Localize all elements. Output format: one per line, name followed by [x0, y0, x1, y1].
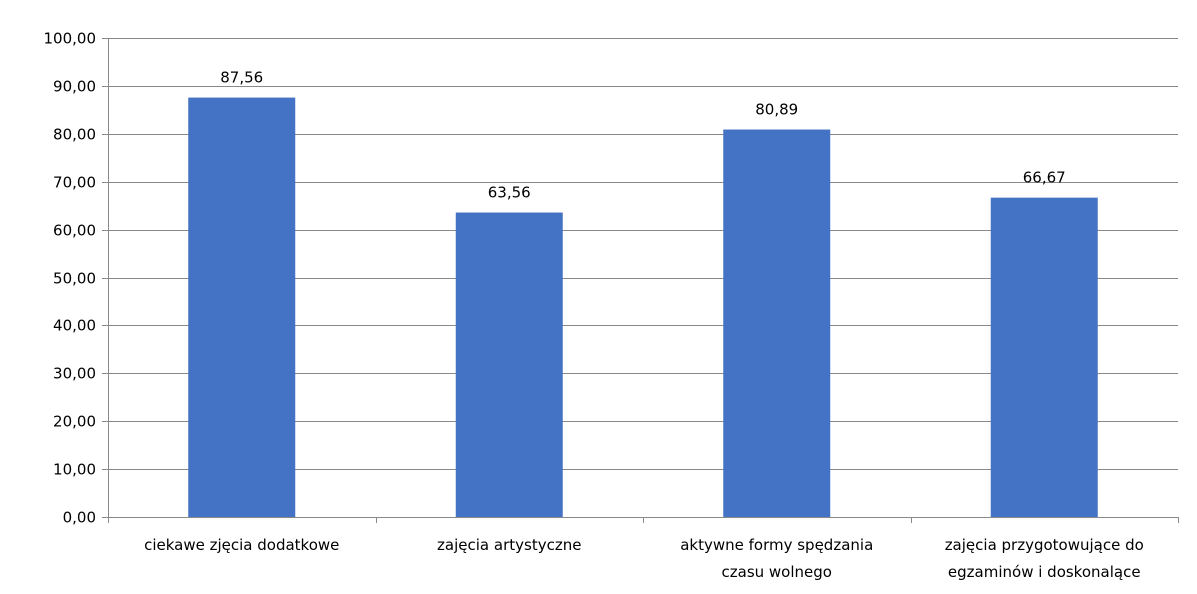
y-tick-label: 20,00 [53, 413, 96, 431]
y-tick-label: 60,00 [53, 222, 96, 240]
x-axis-category-labels: ciekawe zjęcia dodatkowe zajęcia artystyc… [144, 536, 1144, 581]
bar [188, 97, 296, 518]
x-tick-label-line: aktywne formy spędzania [680, 536, 873, 554]
y-tick-label: 100,00 [44, 30, 97, 48]
y-tick-label: 70,00 [53, 174, 96, 192]
data-label: 66,67 [1023, 169, 1066, 187]
x-tick-label: zajęcia artystyczne [437, 536, 581, 554]
x-tick-label-line: zajęcia przygotowujące do [945, 536, 1144, 554]
y-tick-label: 40,00 [53, 317, 96, 335]
y-tick-label: 30,00 [53, 365, 96, 383]
bar [723, 129, 831, 517]
bar [990, 197, 1098, 517]
y-tick-label: 10,00 [53, 461, 96, 479]
bars [188, 97, 1098, 518]
data-labels: 87,56 63,56 80,89 66,67 [220, 69, 1065, 202]
data-label: 63,56 [488, 184, 531, 202]
x-tick-label-line: egzaminów i doskonalące [948, 563, 1141, 581]
x-tick-label-line: zajęcia artystyczne [437, 536, 581, 554]
x-tick-label: ciekawe zjęcia dodatkowe [144, 536, 339, 554]
x-tick-label: zajęcia przygotowujące do egzaminów i dos… [945, 536, 1144, 581]
data-label: 80,89 [755, 101, 798, 119]
y-tick-label: 50,00 [53, 270, 96, 288]
y-tick-label: 90,00 [53, 78, 96, 96]
x-tick-label: aktywne formy spędzania czasu wolnego [680, 536, 873, 581]
axes [102, 38, 1179, 523]
y-tick-label: 80,00 [53, 126, 96, 144]
x-tick-label-line: ciekawe zjęcia dodatkowe [144, 536, 339, 554]
bar [455, 212, 563, 517]
data-label: 87,56 [220, 69, 263, 87]
x-tick-label-line: czasu wolnego [722, 563, 832, 581]
y-tick-label: 0,00 [63, 509, 96, 527]
y-axis-tick-labels: 0,00 10,00 20,00 30,00 40,00 50,00 60,00 70,00 8… [44, 30, 97, 527]
